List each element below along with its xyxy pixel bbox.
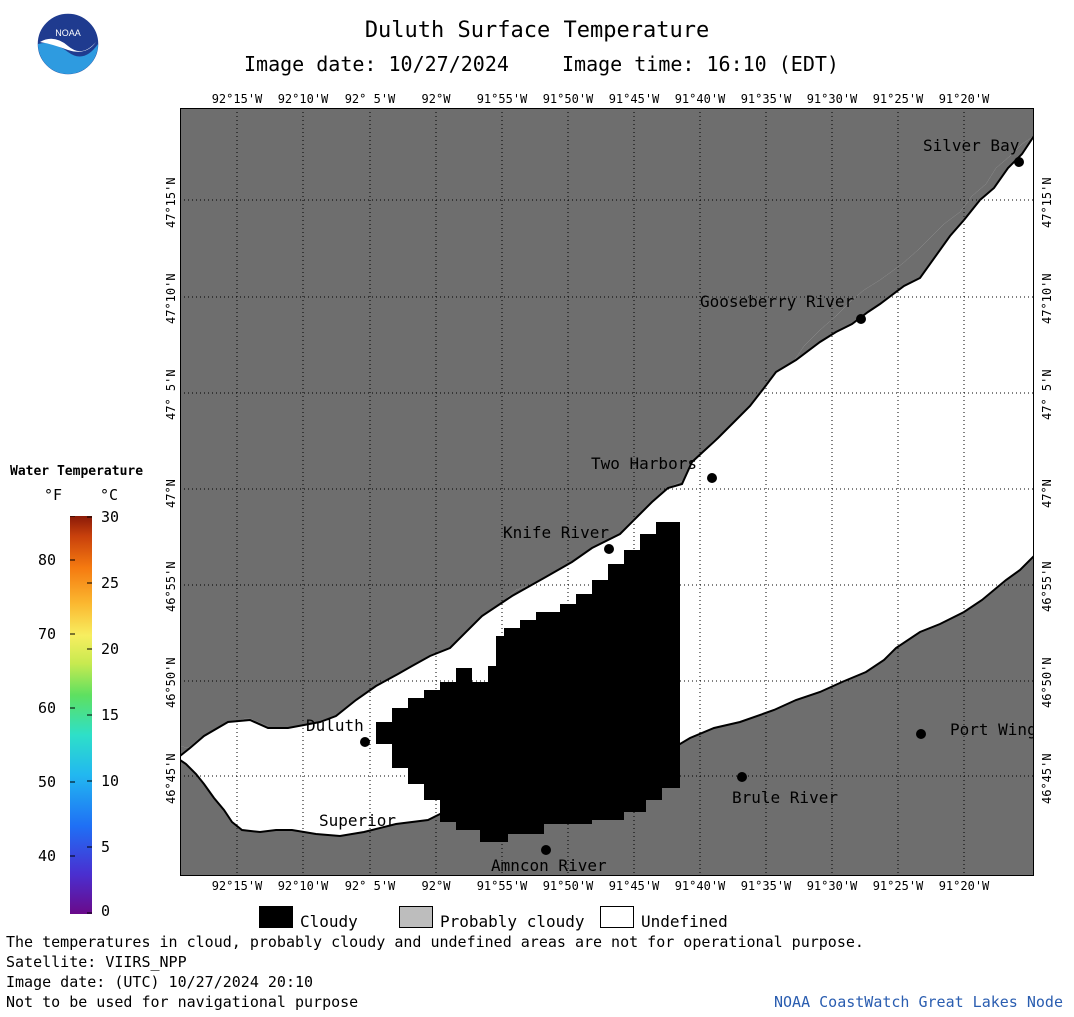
image-date: Image date: 10/27/2024 [244,52,509,76]
label-port-wing: Port Wing [950,720,1034,739]
noaa-logo-icon: NOAA [36,12,100,76]
north-shore-land [180,108,1034,748]
image-time: Image time: 16:10 (EDT) [562,52,839,76]
label-silver-bay: Silver Bay [923,136,1020,155]
colorbar-c-tick: 30 [101,508,120,526]
footer-credit-link[interactable]: NOAA CoastWatch Great Lakes Node [774,993,1063,1011]
lon-label-top: 91°20'W [938,92,990,106]
colorbar-unit-f: °F [44,486,63,504]
knife-river-marker [604,544,614,554]
colorbar-c-tick: 25 [101,574,120,592]
lon-label-bottom: 92° 5'W [344,879,396,893]
lon-label-top: 91°35'W [740,92,792,106]
place-markers [360,157,1024,855]
legend-swatch-cloudy [259,906,293,928]
footer-disclaimer: The temperatures in cloud, probably clou… [6,933,864,951]
colorbar-f-tick: 70 [38,625,57,643]
lon-label-top: 91°50'W [542,92,594,106]
footer-satellite: Satellite: VIIRS_NPP [6,953,187,971]
map-frame [179,108,1035,876]
colorbar-c-tick: 0 [101,902,111,920]
lon-label-bottom: 91°50'W [542,879,594,893]
lat-label-left: 46°55'N [164,561,178,612]
two-harbors-marker [707,473,717,483]
lon-label-top: 91°25'W [872,92,924,106]
legend-label-undefined: Undefined [641,912,728,931]
duluth-marker [360,737,370,747]
colorbar-f-tick: 40 [38,847,57,865]
legend-swatch-undefined [600,906,634,928]
colorbar-c-tick: 20 [101,640,120,658]
label-amncon-river: Amncon River [491,856,607,875]
colorbar-c-tick: 10 [101,772,120,790]
lat-label-right: 47°15'N [1040,177,1054,228]
lon-label-bottom: 92°W [421,879,451,893]
colorbar-f-tick: 60 [38,699,57,717]
footer-navigation-warning: Not to be used for navigational purpose [6,993,359,1011]
lat-label-right: 47°10'N [1040,273,1054,324]
lon-label-top: 91°30'W [806,92,858,106]
lake-body [179,132,1035,838]
lon-label-bottom: 91°40'W [674,879,726,893]
footer-image-date-utc: Image date: (UTC) 10/27/2024 20:10 [6,973,314,991]
lon-label-bottom: 91°35'W [740,879,792,893]
label-two-harbors: Two Harbors [591,454,697,473]
lon-label-top: 91°40'W [674,92,726,106]
silver-bay-marker [1014,157,1024,167]
legend-swatch-probably-cloudy [399,906,433,928]
colorbar-title: Water Temperature [10,464,144,479]
graticule [180,108,1034,876]
lon-label-bottom: 92°10'W [277,879,329,893]
colorbar-c-tick: 5 [101,838,111,856]
legend-label-cloudy: Cloudy [300,912,358,931]
lon-label-bottom: 92°15'W [211,879,263,893]
gooseberry-river-marker [856,314,866,324]
lat-label-right: 47°N [1040,479,1054,508]
lat-label-left: 46°45'N [164,753,178,804]
lon-label-bottom: 91°25'W [872,879,924,893]
label-superior: Superior [319,811,397,830]
colorbar-c-tick: 15 [101,706,120,724]
legend-label-probably-cloudy: Probably cloudy [440,912,585,931]
lat-label-left: 46°50'N [164,657,178,708]
label-gooseberry-river: Gooseberry River [700,292,855,311]
label-brule-river: Brule River [732,788,838,807]
lon-label-top: 92°10'W [277,92,329,106]
page-title: Duluth Surface Temperature [364,18,710,43]
lat-label-left: 47°N [164,479,178,508]
colorbar-unit-c: °C [100,486,119,504]
lon-label-bottom: 91°20'W [938,879,990,893]
lat-label-right: 46°45'N [1040,753,1054,804]
lat-label-left: 47° 5'N [164,369,178,420]
colorbar-f-tick: 80 [38,551,57,569]
lat-label-left: 47°15'N [164,177,178,228]
lon-label-top: 92° 5'W [344,92,396,106]
lat-label-right: 46°55'N [1040,561,1054,612]
lon-label-top: 92°W [421,92,451,106]
port-wing-marker [916,729,926,739]
lon-label-bottom: 91°30'W [806,879,858,893]
colorbar-f-tick: 50 [38,773,57,791]
lon-label-top: 91°55'W [476,92,528,106]
lon-label-top: 92°15'W [211,92,263,106]
svg-text:NOAA: NOAA [55,28,81,38]
lat-label-right: 47° 5'N [1040,369,1054,420]
lon-label-bottom: 91°55'W [476,879,528,893]
label-knife-river: Knife River [503,523,609,542]
lon-label-bottom: 91°45'W [608,879,660,893]
lat-label-right: 46°50'N [1040,657,1054,708]
amncon-river-marker [541,845,551,855]
brule-river-marker [737,772,747,782]
label-duluth: Duluth [306,716,364,735]
lon-label-top: 91°45'W [608,92,660,106]
colorbar [70,515,92,914]
cloud-area [376,522,680,842]
lat-label-left: 47°10'N [164,273,178,324]
